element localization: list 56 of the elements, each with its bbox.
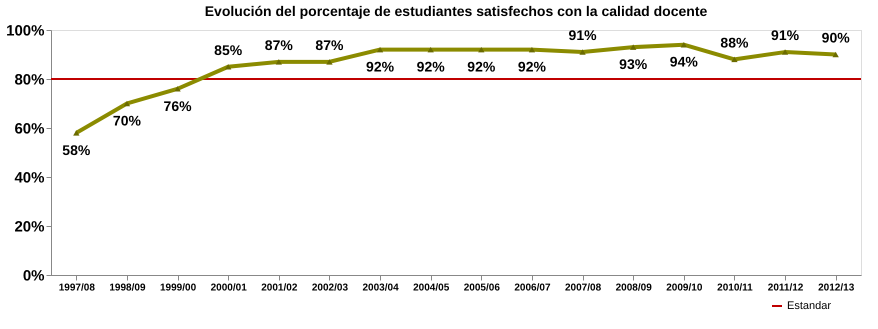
data-label: 87% (315, 36, 344, 53)
point (174, 86, 181, 92)
point (782, 49, 788, 55)
x-tick-label: 2007/08 (564, 282, 602, 294)
x-tick-label: 2011/12 (768, 282, 804, 294)
point (528, 46, 536, 52)
data-label: 93% (619, 56, 648, 72)
x-tick-label: 2001/02 (261, 282, 298, 294)
data-label: 87% (264, 36, 294, 53)
data-label: 76% (164, 98, 192, 114)
point (731, 56, 738, 62)
data-label: 85% (214, 42, 243, 58)
y-tick-label: 40% (14, 170, 44, 186)
point (326, 59, 333, 65)
point (680, 42, 687, 48)
point (376, 46, 384, 52)
x-tick-label: 1998/09 (109, 282, 146, 294)
point (124, 100, 130, 106)
y-tick-label: 100% (6, 22, 44, 40)
point (478, 46, 484, 52)
x-tick-label: 1997/08 (58, 282, 96, 294)
point (630, 44, 636, 50)
data-label: 92% (416, 58, 446, 75)
x-tick-label: 2003/04 (362, 282, 400, 294)
data-label: 58% (62, 142, 91, 158)
data-label: 88% (720, 34, 749, 50)
data-label: 70% (112, 112, 142, 128)
data-label: 90% (822, 30, 850, 46)
point (73, 130, 80, 136)
data-label: 92% (366, 58, 395, 75)
y-tick-label: 20% (14, 218, 44, 236)
data-label: 91% (568, 27, 598, 44)
chart-title: Evolución del porcentaje de estudiantes satisfechos con la calidad docente (204, 3, 708, 19)
point (225, 64, 232, 70)
x-tick-label: 2005/06 (464, 282, 500, 294)
x-tick-label: 1999/00 (160, 282, 197, 294)
x-tick-label: 2004/05 (413, 282, 450, 294)
data-label: 92% (518, 58, 546, 75)
x-tick-label: 2006/07 (514, 282, 551, 294)
x-tick-label: 2000/01 (210, 282, 248, 294)
data-label: 94% (670, 54, 698, 70)
x-tick-label: 2009/10 (666, 282, 703, 294)
x-tick-label: 2010/11 (717, 282, 754, 294)
point (428, 46, 434, 52)
point (579, 49, 586, 55)
y-tick-label: 60% (14, 120, 44, 138)
legend-label: Estandar (787, 300, 832, 312)
x-tick-label: 2002/03 (312, 282, 348, 294)
data-label: 91% (771, 27, 800, 44)
y-tick-label: 0% (22, 268, 44, 284)
point (276, 59, 282, 65)
x-tick-label: 2008/09 (616, 282, 652, 294)
data-label: 92% (467, 58, 496, 75)
point (832, 52, 839, 58)
x-tick-label: 2012/13 (818, 282, 855, 294)
y-tick-label: 80% (14, 72, 44, 88)
